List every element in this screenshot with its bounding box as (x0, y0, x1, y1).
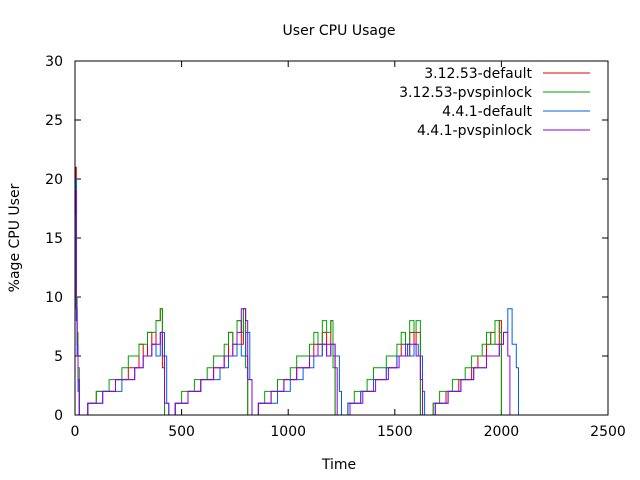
tick-labels: 0 500 1000 1500 2000 2500 0 5 10 15 20 25 30 (45, 54, 626, 440)
y-tick-label-4: 20 (45, 172, 63, 188)
plot-frame (74, 60, 609, 416)
x-tick-label-4: 2000 (484, 424, 520, 440)
x-tick-label-5: 2500 (590, 424, 626, 440)
x-tick-label-3: 1500 (377, 424, 413, 440)
legend-label-3: 4.4.1-pvspinlock (417, 123, 533, 139)
x-tick-label-0: 0 (71, 424, 80, 440)
legend-label-0: 3.12.53-default (424, 66, 532, 82)
x-tick-label-2: 1000 (270, 424, 306, 440)
legend: 3.12.53-default 3.12.53-pvspinlock 4.4.1-d… (399, 66, 590, 139)
y-tick-label-2: 10 (45, 290, 63, 306)
legend-label-1: 3.12.53-pvspinlock (399, 85, 533, 101)
y-tick-label-1: 5 (54, 349, 63, 365)
y-tick-label-0: 0 (54, 408, 63, 424)
y-tick-label-6: 30 (45, 54, 63, 70)
series-lines (75, 166, 519, 416)
y-tick-label-5: 25 (45, 113, 63, 129)
y-tick-label-3: 15 (45, 231, 63, 247)
series-line-0 (75, 166, 502, 416)
x-axis-label: Time (321, 457, 356, 473)
series-line-3 (75, 190, 511, 416)
chart-title: User CPU Usage (283, 23, 396, 39)
y-axis-label: %age CPU User (7, 183, 23, 292)
legend-label-2: 4.4.1-default (442, 104, 532, 120)
x-tick-label-1: 500 (168, 424, 195, 440)
